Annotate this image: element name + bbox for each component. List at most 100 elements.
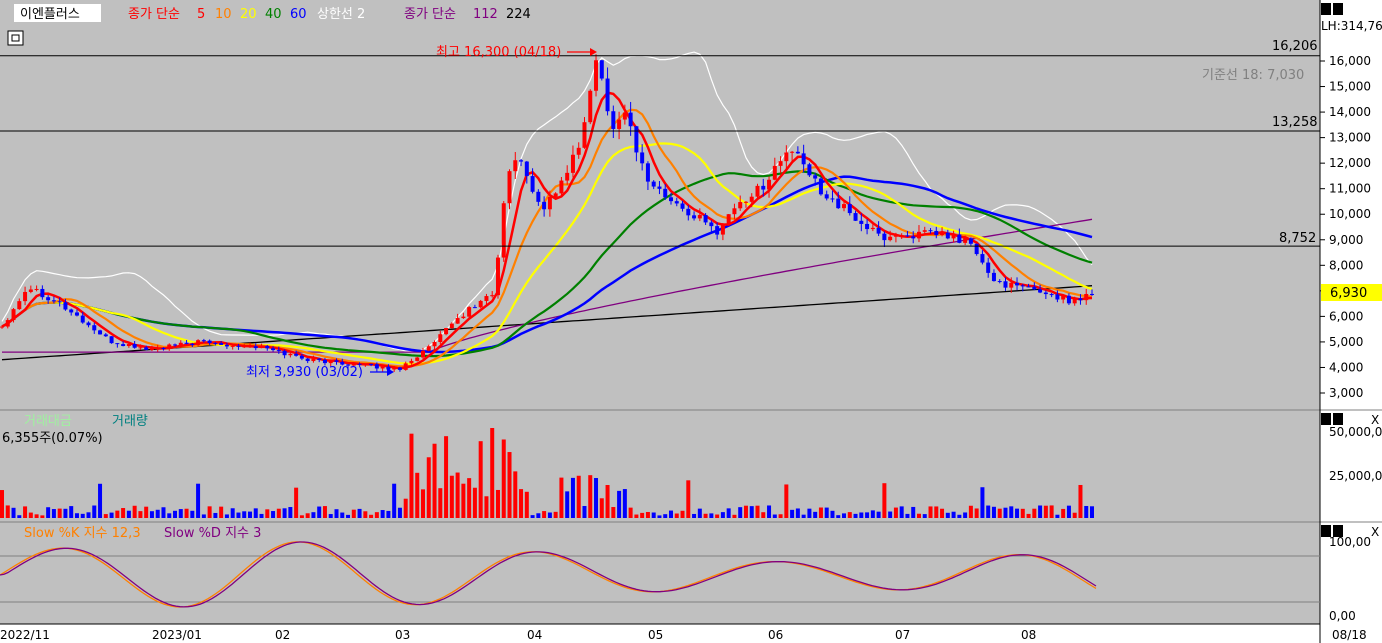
volume-bar	[536, 513, 541, 518]
vol-axis-menu-icon[interactable]	[1333, 413, 1343, 425]
candle-body	[299, 355, 304, 359]
candle-body	[421, 350, 426, 358]
volume-bar	[940, 508, 945, 518]
y-tick-label: 13,000	[1329, 131, 1371, 145]
volume-bar	[1090, 506, 1094, 518]
axis-menu-icon[interactable]	[1333, 3, 1343, 15]
volume-bar	[392, 483, 397, 518]
candle-body	[1020, 285, 1025, 287]
stoch-axis-menu-icon[interactable]	[1333, 525, 1343, 537]
candle-body	[732, 208, 737, 215]
candle-body	[351, 363, 356, 366]
candle-body	[674, 201, 679, 204]
volume-bar	[467, 478, 472, 518]
volume-bar	[876, 511, 881, 518]
volume-bar	[1020, 508, 1025, 518]
candle-body	[617, 119, 622, 129]
volume-bar	[934, 506, 939, 518]
volume-bar	[836, 515, 841, 518]
candle-body	[640, 152, 645, 164]
candle-body	[201, 340, 206, 342]
volume-bar	[265, 509, 270, 518]
volume-bar	[882, 483, 887, 518]
candle-body	[945, 232, 950, 239]
volume-bar	[772, 514, 777, 518]
y-tick-label: 10,000	[1329, 207, 1371, 221]
ma-40-label: 40	[265, 7, 282, 22]
volume-bar	[945, 512, 950, 518]
volume-bar	[645, 511, 650, 518]
candle-body	[265, 346, 270, 349]
candle-body	[824, 194, 829, 199]
volume-bar	[328, 514, 333, 518]
volume-bar	[928, 506, 933, 518]
candle-body	[755, 185, 760, 197]
bollinger-upper-line	[1, 51, 1093, 353]
candle-body	[23, 291, 28, 302]
volume-bar	[916, 513, 921, 518]
candle-body	[507, 171, 512, 204]
volume-bar	[276, 508, 281, 518]
candle-body	[369, 363, 374, 365]
volume-bar	[1055, 514, 1060, 518]
volume-panel[interactable]	[0, 410, 1320, 522]
axis-lock-icon[interactable]	[1321, 3, 1331, 15]
stoch-axis-lock-icon[interactable]	[1321, 525, 1331, 537]
volume-bar	[282, 508, 287, 518]
x-label-02: 02	[275, 628, 290, 642]
candle-body	[167, 344, 172, 350]
candle-body	[109, 336, 114, 344]
volume-bar	[1026, 513, 1031, 518]
volume-bar	[790, 509, 795, 518]
candle-body	[461, 316, 466, 319]
volume-bar	[553, 511, 558, 518]
top-right-label: LH:314,76	[1321, 19, 1382, 33]
stochastic-panel[interactable]	[0, 522, 1320, 624]
x-label-07: 07	[895, 628, 910, 642]
volume-bar	[138, 511, 143, 518]
volume-bar	[380, 510, 385, 518]
candle-body	[513, 160, 518, 172]
candle-body	[444, 328, 449, 335]
volume-bar	[565, 491, 570, 518]
candle-body	[69, 309, 74, 313]
candle-body	[380, 366, 385, 369]
vol-axis-lock-icon[interactable]	[1321, 413, 1331, 425]
candle-body	[415, 357, 420, 361]
candle-body	[582, 122, 587, 148]
amount-legend: 거래대금	[24, 414, 72, 429]
stock-name-box[interactable]	[14, 4, 101, 22]
ma-112-line	[2, 218, 1093, 353]
band-label: 상한선 2	[317, 7, 365, 22]
volume-bar	[1003, 507, 1008, 518]
price-panel[interactable]	[0, 0, 1320, 410]
candle-body	[813, 175, 818, 179]
candle-body	[657, 186, 662, 189]
volume-bar	[824, 507, 829, 518]
panel-toggle-button[interactable]	[7, 30, 24, 46]
candle-body	[622, 112, 627, 120]
volume-bar	[905, 513, 910, 518]
candle-body	[1066, 295, 1071, 304]
volume-bar	[80, 513, 85, 518]
volume-bar	[980, 487, 985, 518]
volume-bar	[899, 506, 904, 518]
volume-bar	[795, 508, 800, 518]
x-label-04: 04	[527, 628, 542, 642]
hline-label-16206: 16,206	[1272, 39, 1318, 54]
vol-close-icon[interactable]: X	[1371, 413, 1379, 427]
window-icon	[11, 34, 20, 42]
candle-body	[374, 364, 379, 369]
candle-body	[282, 350, 287, 356]
candle-body	[524, 161, 529, 177]
volume-bar	[530, 515, 535, 518]
candle-body	[149, 348, 154, 350]
candle-body	[980, 254, 985, 263]
candle-body	[98, 330, 103, 335]
high-arrow-head	[590, 48, 597, 56]
stoch-close-icon[interactable]: X	[1371, 525, 1379, 539]
kijun-label: 기준선 18: 7,030	[1202, 68, 1304, 83]
candle-body	[138, 347, 143, 349]
candle-body	[144, 347, 149, 350]
